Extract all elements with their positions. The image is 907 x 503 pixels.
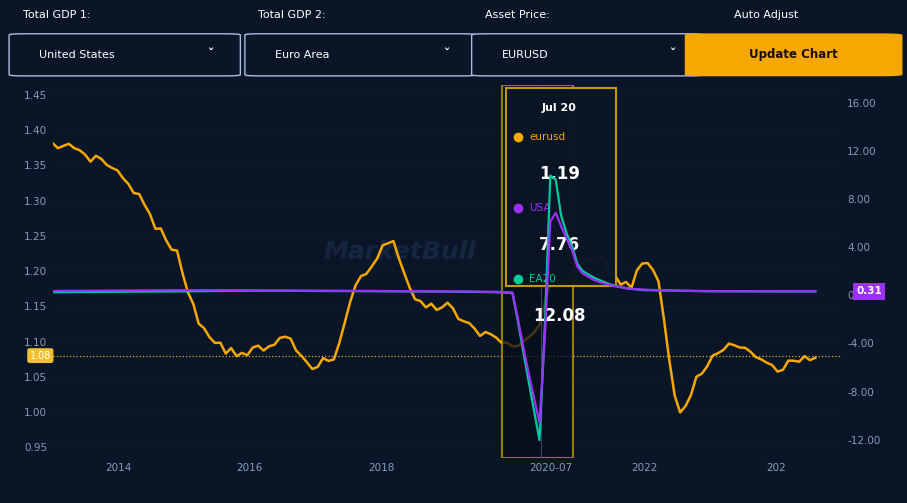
Text: 1.08: 1.08 [30, 351, 51, 361]
Text: EURUSD: EURUSD [502, 50, 548, 60]
Text: ˇ: ˇ [443, 48, 449, 61]
Bar [502, 85, 573, 458]
Text: MarketBull: MarketBull [324, 240, 476, 265]
FancyBboxPatch shape [685, 33, 902, 76]
Text: ˇ: ˇ [669, 48, 676, 61]
FancyBboxPatch shape [472, 34, 703, 76]
Text: Total GDP 1:: Total GDP 1: [23, 10, 90, 20]
Text: eurusd: eurusd [530, 132, 565, 142]
Text: United States: United States [39, 50, 114, 60]
Text: 0.33: 0.33 [856, 286, 882, 296]
Text: Euro Area: Euro Area [275, 50, 329, 60]
Text: Total GDP 2:: Total GDP 2: [258, 10, 327, 20]
FancyBboxPatch shape [245, 34, 476, 76]
FancyBboxPatch shape [506, 88, 616, 286]
Text: 1.19: 1.19 [539, 165, 580, 183]
Text: ˇ: ˇ [207, 48, 213, 61]
Text: Jul 20: Jul 20 [541, 103, 577, 113]
Text: Asset Price:: Asset Price: [485, 10, 550, 20]
Text: 0.31: 0.31 [856, 287, 882, 296]
Text: USA: USA [530, 203, 551, 213]
Text: Auto Adjust: Auto Adjust [735, 10, 798, 20]
Text: Update Chart: Update Chart [749, 48, 838, 61]
Text: EA20: EA20 [530, 274, 556, 284]
Text: 12.08: 12.08 [533, 307, 586, 325]
Text: 7.76: 7.76 [539, 236, 580, 254]
FancyBboxPatch shape [9, 34, 240, 76]
